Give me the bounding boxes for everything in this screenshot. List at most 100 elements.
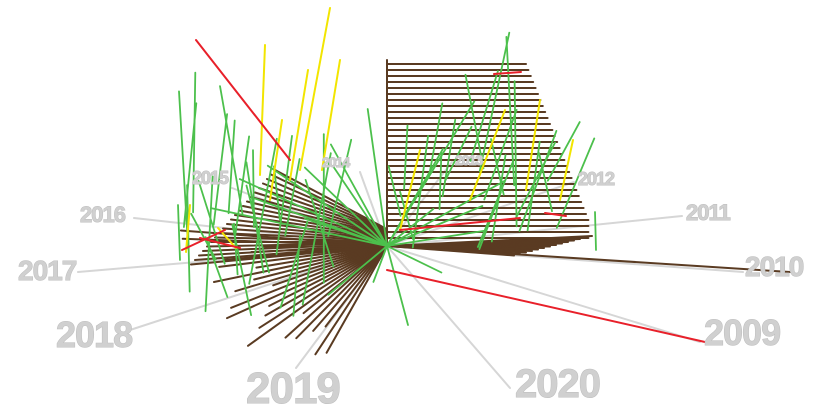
bar <box>247 245 388 347</box>
bar <box>264 245 388 317</box>
bar <box>270 173 388 231</box>
green-line <box>248 137 278 285</box>
green-line <box>238 178 388 247</box>
red-line <box>195 39 291 161</box>
bar <box>284 245 388 339</box>
green-line <box>329 143 388 247</box>
green-line <box>212 113 229 226</box>
green-line <box>197 180 226 265</box>
bar <box>268 245 388 307</box>
green-line <box>372 245 388 283</box>
green-line <box>273 165 281 221</box>
bar <box>234 245 388 293</box>
green-line <box>546 121 581 182</box>
green-line <box>386 176 429 247</box>
green-line <box>513 80 518 228</box>
green-line <box>233 222 239 276</box>
green-line <box>234 135 251 237</box>
green-line <box>478 31 511 173</box>
year-spoke-2009 <box>386 245 701 343</box>
green-line <box>469 70 499 162</box>
green-line <box>275 134 293 256</box>
year-label-2010: 2010 <box>745 251 804 282</box>
green-line <box>327 245 388 296</box>
red-line <box>544 212 567 217</box>
yellow-line <box>559 139 574 201</box>
green-line <box>483 109 518 201</box>
yellow-line <box>321 59 341 171</box>
year-spoke-2020 <box>386 245 511 389</box>
green-line <box>227 119 236 215</box>
green-line <box>427 102 444 179</box>
green-line <box>464 73 485 170</box>
yellow-line <box>289 69 309 181</box>
red-line <box>386 269 706 343</box>
bar <box>386 245 791 273</box>
green-line <box>303 166 388 247</box>
bar <box>314 245 388 356</box>
yellow-line <box>469 109 506 201</box>
year-label-2014: 2014 <box>322 154 350 170</box>
green-line <box>304 217 388 247</box>
red-line <box>199 237 241 249</box>
green-line <box>386 207 435 247</box>
green-line <box>514 141 556 220</box>
bar <box>295 245 388 340</box>
green-line <box>292 234 301 317</box>
year-label-2020: 2020 <box>515 362 600 406</box>
green-line <box>518 129 558 232</box>
year-label-2016: 2016 <box>80 202 126 227</box>
yellow-line <box>259 44 266 176</box>
green-line <box>594 211 597 251</box>
year-label-2018: 2018 <box>56 314 132 355</box>
green-line <box>219 85 244 215</box>
green-line <box>386 229 485 247</box>
green-line <box>538 152 553 213</box>
bar <box>262 182 388 233</box>
green-line <box>387 165 402 217</box>
green-line <box>399 190 415 241</box>
green-line <box>555 137 596 229</box>
yellow-line <box>399 149 421 231</box>
bar <box>258 245 388 329</box>
green-line <box>441 118 457 198</box>
red-line <box>493 71 522 75</box>
green-line <box>443 125 473 183</box>
bar <box>223 245 388 261</box>
red-line <box>399 217 521 231</box>
bar <box>312 245 388 332</box>
green-line <box>301 152 332 306</box>
green-line <box>245 184 270 274</box>
year-label-2009: 2009 <box>704 312 780 353</box>
yellow-line <box>525 99 541 191</box>
green-lines <box>177 31 597 326</box>
green-line <box>490 138 505 196</box>
yellow-line <box>269 119 283 201</box>
green-line <box>178 90 190 250</box>
year-label-2019: 2019 <box>246 364 340 411</box>
yellow-line <box>299 7 331 171</box>
bar <box>325 245 388 354</box>
year-label-2017: 2017 <box>18 255 77 286</box>
year-label-2012: 2012 <box>578 169 615 189</box>
green-line <box>386 245 443 274</box>
green-line <box>266 164 388 247</box>
year-label-2011: 2011 <box>686 200 730 225</box>
green-line <box>386 245 409 326</box>
green-line <box>177 204 181 261</box>
green-line <box>386 179 506 247</box>
green-line <box>438 151 443 211</box>
green-line <box>210 207 388 247</box>
red-line <box>181 229 226 251</box>
green-line <box>403 124 409 191</box>
yellow-line <box>185 204 191 253</box>
bar <box>324 245 388 328</box>
green-line <box>204 175 214 313</box>
green-line <box>284 158 301 237</box>
bar <box>218 245 388 268</box>
bar <box>230 245 388 309</box>
red-lines <box>181 39 706 343</box>
bar <box>238 209 388 238</box>
green-line <box>279 220 309 309</box>
